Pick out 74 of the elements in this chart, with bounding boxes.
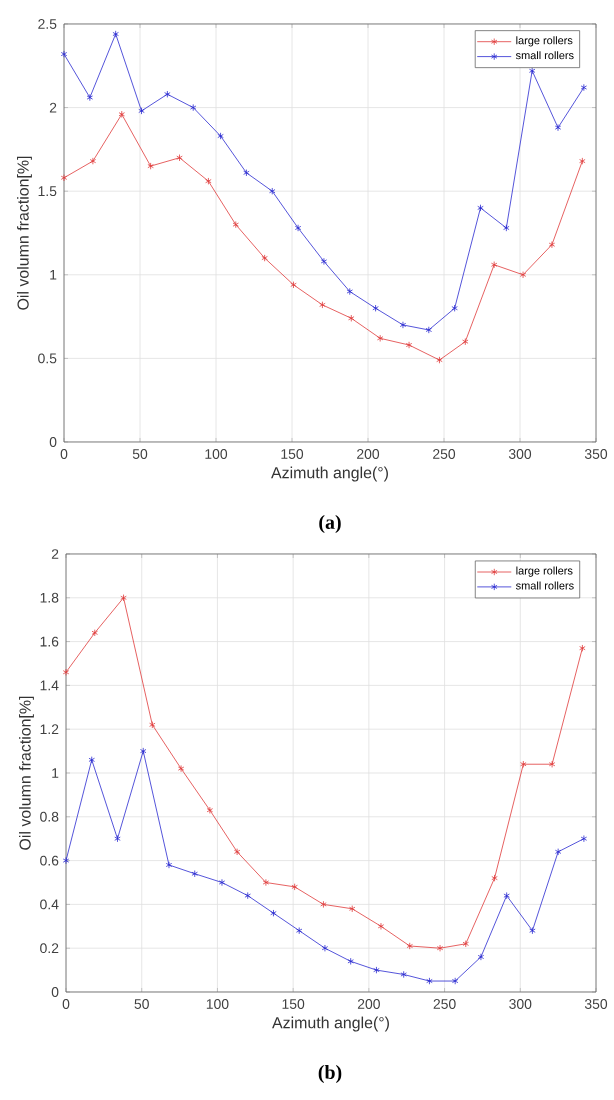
point xyxy=(290,281,297,289)
point xyxy=(140,747,147,755)
point xyxy=(232,221,239,229)
point xyxy=(372,304,379,312)
point xyxy=(243,169,250,177)
point xyxy=(452,977,459,985)
point xyxy=(89,157,97,165)
point xyxy=(112,30,119,38)
point xyxy=(206,806,214,814)
point xyxy=(270,909,277,917)
point xyxy=(291,883,298,891)
point xyxy=(400,970,407,979)
point xyxy=(114,835,121,843)
point xyxy=(490,261,498,269)
text: (b) xyxy=(318,1064,342,1084)
point xyxy=(205,177,212,185)
point xyxy=(269,187,276,195)
point xyxy=(138,107,145,115)
point xyxy=(348,314,355,322)
point xyxy=(462,338,469,346)
point xyxy=(349,905,356,913)
point xyxy=(503,892,510,900)
point xyxy=(176,154,183,162)
point xyxy=(520,760,527,768)
point xyxy=(164,90,171,98)
point xyxy=(462,940,469,948)
point xyxy=(190,103,197,112)
point xyxy=(191,870,198,878)
point xyxy=(554,848,562,856)
point xyxy=(436,356,443,364)
point xyxy=(147,162,154,170)
point xyxy=(244,892,251,900)
point xyxy=(503,224,510,232)
point xyxy=(217,132,224,140)
point xyxy=(548,760,556,768)
point xyxy=(399,321,407,329)
point xyxy=(149,721,156,729)
point xyxy=(377,922,385,930)
point xyxy=(477,204,484,212)
point xyxy=(88,756,95,764)
point xyxy=(425,326,432,334)
point xyxy=(554,124,562,132)
point xyxy=(426,977,433,985)
point xyxy=(320,257,328,265)
point xyxy=(296,927,303,935)
point xyxy=(91,629,98,637)
point xyxy=(294,224,302,232)
point xyxy=(320,900,327,908)
point xyxy=(477,953,485,961)
point xyxy=(319,301,326,309)
point xyxy=(491,874,498,882)
point xyxy=(262,878,270,887)
point xyxy=(376,334,384,342)
point xyxy=(529,927,536,935)
text: (a) xyxy=(319,514,341,534)
point xyxy=(346,287,353,296)
point xyxy=(451,304,458,312)
point xyxy=(120,594,127,602)
point xyxy=(218,878,226,887)
point xyxy=(321,944,329,952)
point xyxy=(373,966,380,974)
point xyxy=(528,67,536,75)
point xyxy=(548,241,556,249)
point xyxy=(436,944,444,952)
point xyxy=(86,93,94,102)
point xyxy=(519,271,527,279)
point xyxy=(261,254,268,262)
point xyxy=(406,942,413,950)
point xyxy=(165,861,173,869)
point xyxy=(118,110,125,118)
point xyxy=(233,848,241,856)
point xyxy=(347,957,354,965)
point xyxy=(405,341,413,349)
point xyxy=(177,765,185,773)
